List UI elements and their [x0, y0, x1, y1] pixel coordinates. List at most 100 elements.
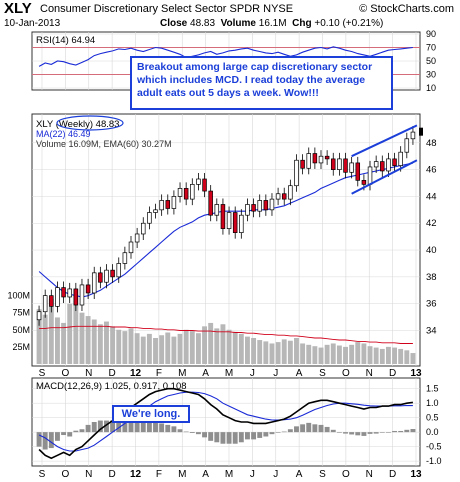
macd-histogram-bar [324, 426, 330, 433]
candle-body [404, 138, 410, 153]
macd-histogram-bar [104, 420, 109, 433]
volume-bar [189, 331, 195, 364]
macd-histogram-bar [220, 432, 226, 444]
candle-body [177, 188, 183, 197]
candle-body [318, 155, 324, 164]
candle-body [312, 153, 318, 164]
candle-body [128, 241, 134, 254]
rsi-tick-label: 70 [426, 43, 436, 53]
volume-bar [336, 345, 342, 364]
candle-body [386, 158, 391, 172]
price-x-tick-label: 12 [130, 368, 142, 379]
macd-histogram-bar [140, 420, 146, 433]
candle-body [281, 193, 287, 200]
macd-histogram-bar [336, 432, 342, 433]
channel-upper-line [351, 124, 418, 158]
macd-histogram-bar [343, 432, 348, 434]
volume-bar [165, 332, 171, 364]
quote-line: Close 48.83 Volume 16.1M Chg +0.10 (+0.2… [160, 18, 384, 29]
macd-tick-label: -0.5 [426, 442, 442, 452]
macd-histogram-bar [318, 424, 324, 433]
price-tick-label: 42 [426, 218, 437, 229]
stockcharts-brand: © StockCharts.com [359, 3, 454, 15]
volume-bar [257, 340, 263, 364]
rsi-tick-label: 10 [426, 83, 436, 93]
volume-bar [355, 342, 361, 364]
macd-histogram-bar [238, 432, 244, 443]
macd-histogram-bar [361, 432, 367, 436]
macd-histogram-bar [251, 432, 257, 440]
candle-body [134, 233, 140, 243]
candle-body [232, 212, 238, 233]
macd-tick-label: 1.5 [426, 384, 439, 394]
macd-x-tick-label: J [273, 469, 278, 480]
candle-body [141, 222, 146, 235]
volume-bar [275, 342, 281, 364]
price-x-tick-label: A [202, 368, 209, 379]
macd-histogram-bar [410, 429, 416, 433]
macd-x-tick-label: D [109, 469, 116, 480]
macd-histogram-bar [214, 432, 220, 443]
price-x-tick-label: D [109, 368, 116, 379]
volume-legend: Volume 16.09M, EMA(60) 30.27M [36, 139, 172, 149]
volume-bar [367, 346, 373, 364]
volume-bar [306, 344, 312, 364]
macd-histogram-bar [122, 420, 128, 433]
volume-bar [392, 347, 397, 364]
price-tick-label: 44 [426, 191, 437, 202]
candle-body [239, 214, 244, 233]
volume-bar [318, 347, 324, 364]
volume-bar [208, 322, 214, 364]
rsi-tick-label: 50 [426, 56, 436, 66]
macd-x-tick-label: O [61, 469, 69, 480]
volume-bar [324, 344, 330, 364]
candle-body [73, 288, 79, 306]
macd-x-tick-label: F [156, 469, 162, 480]
macd-histogram-bar [385, 432, 391, 433]
volume-bar [361, 343, 367, 364]
change-value: +0.10 (+0.21%) [314, 18, 384, 29]
volume-bar [330, 343, 336, 364]
macd-histogram-bar [128, 420, 134, 433]
macd-histogram-bar [171, 426, 177, 433]
candle-body [116, 263, 121, 278]
volume-bar [134, 333, 140, 364]
macd-histogram-bar [269, 432, 275, 435]
volume-bar [214, 328, 220, 364]
macd-tick-label: 0.5 [426, 413, 439, 423]
macd-histogram-bar [373, 432, 379, 434]
macd-histogram-bar [48, 432, 54, 449]
macd-histogram-bar [312, 424, 318, 433]
candle-body [410, 131, 416, 140]
volume-bar [55, 317, 60, 364]
price-x-tick-label: S [319, 368, 326, 379]
macd-histogram-bar [330, 429, 336, 433]
volume-bar [67, 303, 73, 364]
volume-bar [79, 312, 85, 364]
candle-body [300, 159, 305, 169]
volume-bar [404, 350, 410, 364]
candle-body [324, 155, 330, 160]
candle-body [208, 190, 213, 216]
macd-histogram-bar [116, 420, 122, 433]
candle-body [202, 178, 207, 192]
macd-histogram-bar [202, 432, 207, 438]
price-x-tick-label: M [225, 368, 233, 379]
candle-body [361, 179, 367, 185]
candle-body [153, 209, 158, 213]
candle-body [147, 212, 152, 224]
candle-body [337, 158, 342, 170]
candle-body [183, 188, 189, 200]
macd-tick-label: 1.0 [426, 398, 439, 408]
candle-body [355, 162, 361, 181]
macd-tick-label: 0.0 [426, 427, 439, 437]
candle-body [85, 284, 91, 294]
volume-bar [226, 329, 232, 364]
macd-histogram-bar [300, 424, 306, 433]
last-price-marker [419, 127, 423, 136]
macd-histogram-bar [67, 432, 73, 437]
price-x-tick-label: F [156, 368, 162, 379]
candle-body [98, 272, 103, 283]
volume-tick-label: 75M [12, 308, 30, 318]
